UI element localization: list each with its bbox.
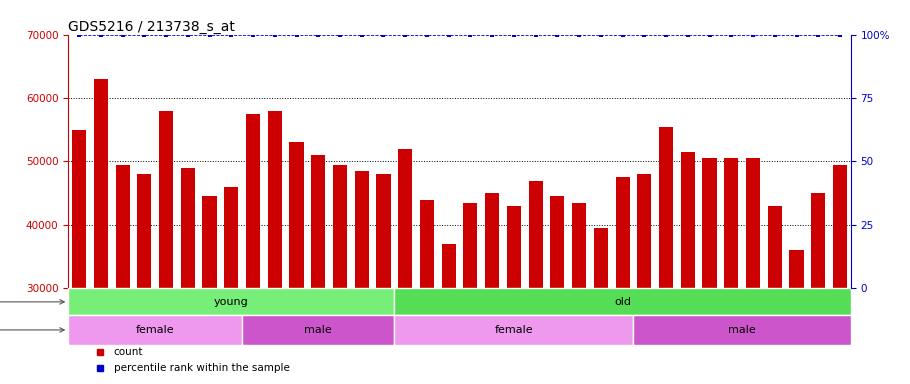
Bar [724, 158, 738, 288]
Bar [746, 158, 760, 288]
Bar [615, 177, 630, 288]
Bar [703, 158, 716, 288]
Text: age: age [0, 297, 65, 307]
Text: male: male [304, 325, 332, 335]
Bar [633, 315, 851, 344]
Bar [594, 228, 608, 288]
Text: percentile rank within the sample: percentile rank within the sample [114, 363, 289, 373]
Text: GDS5216 / 213738_s_at: GDS5216 / 213738_s_at [68, 20, 235, 33]
Bar [137, 174, 151, 288]
Text: count: count [114, 347, 143, 357]
Bar [507, 206, 521, 288]
Bar [637, 174, 652, 288]
Bar [441, 244, 456, 288]
Text: gender: gender [0, 325, 65, 335]
Bar [681, 152, 695, 288]
Bar [394, 288, 851, 315]
Bar [833, 165, 847, 288]
Bar [242, 315, 394, 344]
Bar [463, 203, 478, 288]
Bar [394, 315, 633, 344]
Bar [116, 165, 129, 288]
Bar [268, 111, 282, 288]
Bar [68, 315, 242, 344]
Text: female: female [136, 325, 175, 335]
Bar [68, 288, 394, 315]
Bar [72, 130, 86, 288]
Bar [420, 200, 434, 288]
Bar [181, 168, 195, 288]
Bar [811, 193, 825, 288]
Bar [659, 127, 673, 288]
Bar [485, 193, 500, 288]
Bar [399, 149, 412, 288]
Bar [377, 174, 390, 288]
Bar [572, 203, 586, 288]
Bar [333, 165, 347, 288]
Text: male: male [728, 325, 756, 335]
Bar [246, 114, 260, 288]
Bar [311, 155, 325, 288]
Bar [159, 111, 173, 288]
Bar [790, 250, 804, 288]
Text: female: female [494, 325, 533, 335]
Bar [94, 79, 108, 288]
Bar [203, 196, 217, 288]
Bar [529, 180, 542, 288]
Bar [551, 196, 564, 288]
Bar [355, 171, 369, 288]
Text: old: old [614, 297, 632, 307]
Text: young: young [214, 297, 248, 307]
Bar [768, 206, 782, 288]
Bar [224, 187, 238, 288]
Bar [289, 142, 304, 288]
